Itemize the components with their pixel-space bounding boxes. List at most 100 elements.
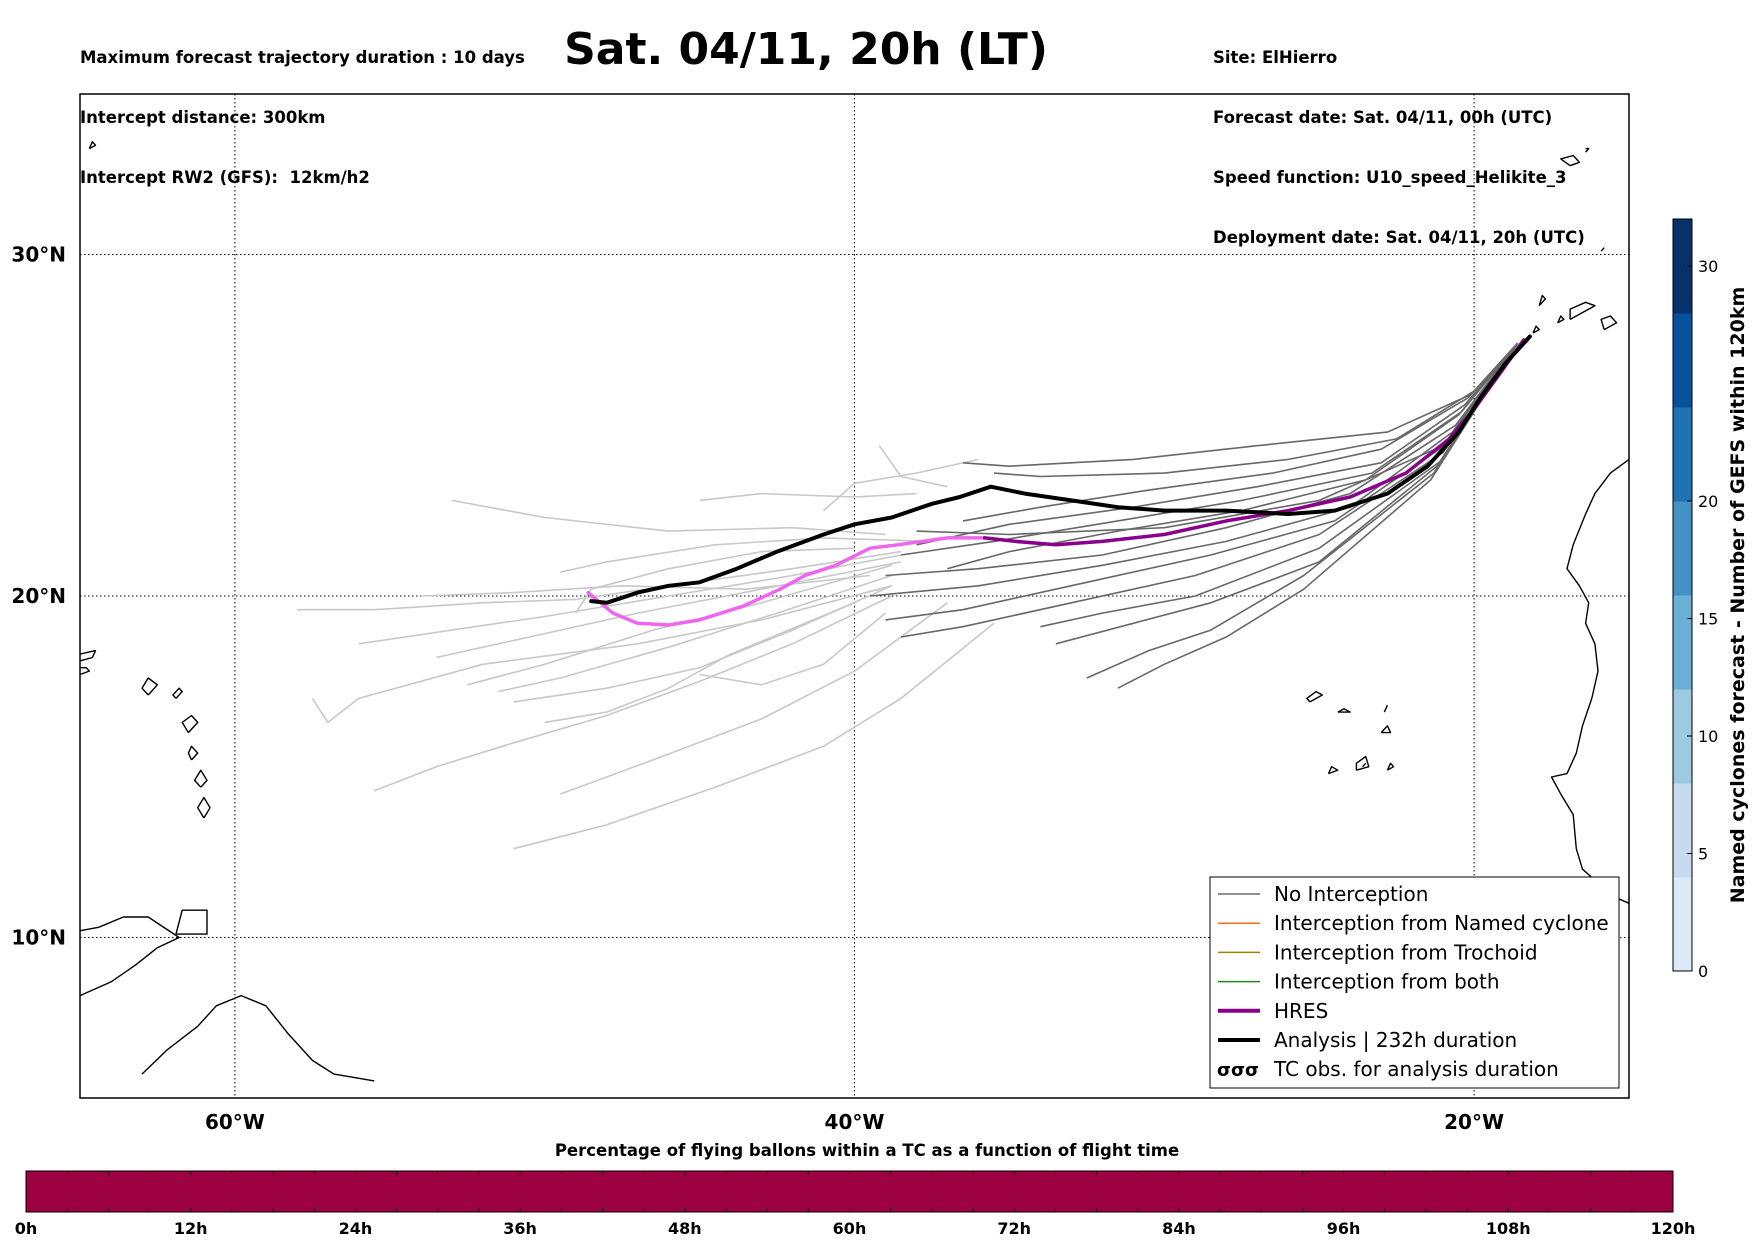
coastline	[1306, 690, 1324, 703]
ensemble-track-light	[311, 585, 892, 724]
header-right-line: Forecast date: Sat. 04/11, 00h (UTC)	[1213, 108, 1553, 127]
legend-label: Analysis | 232h duration	[1274, 1028, 1517, 1052]
ensemble-track-light	[559, 602, 948, 795]
coastline	[1362, 762, 1367, 768]
coastline	[1327, 766, 1339, 775]
colorbar-segment	[1673, 783, 1692, 878]
colorbar-frame	[1672, 218, 1693, 972]
progress-bar-label: 12h	[174, 1219, 208, 1238]
coastline	[1600, 315, 1618, 331]
lat-tick-label: 20°N	[11, 584, 66, 608]
progress-bar-label: 24h	[339, 1219, 373, 1238]
header-info-left: Maximum forecast trajectory duration : 1…	[80, 8, 525, 208]
colorbar-tick-label: 10	[1698, 727, 1718, 746]
coastline	[1337, 708, 1351, 713]
progress-bar-label: 120h	[1651, 1219, 1696, 1238]
analysis-track	[589, 334, 1532, 605]
ensemble-track-light	[822, 458, 979, 512]
coastline	[1386, 762, 1395, 771]
ensemble-track-no-interception	[916, 342, 1519, 536]
legend-label: Interception from both	[1274, 970, 1500, 994]
coastline	[88, 141, 97, 150]
main-tracks	[586, 334, 1532, 627]
header-info-right: Site: ElHierro Forecast date: Sat. 04/11…	[1213, 8, 1585, 268]
coastline	[1383, 705, 1389, 713]
legend: No Interception Interception from Named c…	[1209, 876, 1620, 1089]
ensemble-track-light	[451, 499, 886, 536]
header-left-line: Intercept distance: 300km	[80, 108, 326, 127]
ensemble-track-light	[575, 547, 855, 614]
progress-bar-label: 72h	[997, 1219, 1031, 1238]
ensemble-track-no-interception	[962, 342, 1519, 522]
coastline	[141, 994, 375, 1082]
coastline	[80, 649, 97, 662]
progress-bar-label: 84h	[1162, 1219, 1196, 1238]
coastline	[80, 667, 91, 676]
ensemble-track-light	[498, 574, 892, 693]
header-left-line: Maximum forecast trajectory duration : 1…	[80, 48, 525, 67]
coastlines	[80, 141, 1629, 1082]
ensemble-track-light	[544, 602, 855, 724]
colorbar-segment	[1673, 689, 1692, 784]
legend-label: Interception from Named cyclone	[1274, 911, 1609, 935]
header-right-line: Deployment date: Sat. 04/11, 20h (UTC)	[1213, 228, 1585, 247]
coastline	[80, 916, 180, 997]
coastline	[1538, 294, 1547, 307]
ensemble-track-light	[699, 612, 887, 686]
lat-tick-label: 10°N	[11, 925, 66, 949]
coastline	[1585, 147, 1590, 153]
ensemble-track-light	[374, 595, 893, 792]
axis-tick-labels: 60°W 40°W 20°W 30°N 20°N 10°N	[11, 243, 1504, 1134]
coastline	[172, 687, 183, 699]
progress-bar-label: 108h	[1486, 1219, 1531, 1238]
progress-bar-label: 96h	[1327, 1219, 1361, 1238]
legend-label: HRES	[1274, 999, 1328, 1023]
coastline	[1557, 315, 1565, 324]
ensemble-track-no-interception	[1055, 342, 1519, 645]
colorbar-segment	[1673, 877, 1692, 972]
progress-bar-label: 60h	[833, 1219, 867, 1238]
colorbar-segment	[1673, 313, 1692, 408]
header-left-line: Intercept RW2 (GFS): 12km/h2	[80, 168, 370, 187]
map-plot-area	[80, 94, 1629, 1098]
lat-tick-label: 30°N	[11, 243, 66, 267]
progress-bar-label: 36h	[503, 1219, 537, 1238]
ensemble-track-no-interception	[1117, 342, 1519, 689]
ensemble-track-no-interception	[916, 342, 1519, 546]
colorbar-label: Named cyclones forecast - Number of GEFS…	[1727, 287, 1749, 904]
progress-bar-frame	[25, 1170, 1674, 1213]
coastline	[175, 909, 208, 935]
colorbar: 0 5 10 15 20 30 Named cyclones forecast - Num…	[1672, 218, 1749, 981]
colorbar-tick-label: 5	[1698, 845, 1708, 864]
lon-tick-label: 40°W	[825, 1110, 885, 1134]
coastline	[141, 677, 159, 696]
lon-tick-label: 20°W	[1444, 1110, 1504, 1134]
progress-bar-label: 0h	[15, 1219, 38, 1238]
coastline	[1532, 325, 1540, 334]
ensemble-tracks-light	[296, 445, 995, 850]
coastline	[1550, 458, 1629, 904]
header-right-line: Speed function: U10_speed_Helikite_3	[1213, 168, 1567, 187]
ensemble-track-no-interception	[885, 342, 1519, 577]
ensemble-track-no-interception	[1040, 342, 1519, 628]
map-title: Sat. 04/11, 20h (LT)	[564, 24, 1048, 75]
map-frame	[79, 93, 1630, 1099]
colorbar-tick-label: 20	[1698, 492, 1718, 511]
ensemble-track-light	[699, 492, 917, 502]
colorbar-segment	[1673, 219, 1692, 314]
ensemble-track-light	[513, 585, 893, 703]
ensemble-track-no-interception	[1086, 342, 1519, 679]
colorbar-tick-label: 15	[1698, 610, 1718, 629]
progress-bar-label: 48h	[668, 1219, 702, 1238]
colorbar-segment	[1673, 501, 1692, 596]
legend-symbol-tc-obs: σσσ	[1217, 1060, 1259, 1081]
progress-bar-title: Percentage of flying ballons within a TC…	[555, 1141, 1179, 1160]
coastline	[1600, 247, 1605, 252]
colorbar-segment	[1673, 407, 1692, 502]
legend-label: Interception from Trochoid	[1274, 940, 1538, 964]
colorbar-tick-label: 0	[1698, 962, 1708, 981]
ensemble-track-light	[296, 550, 902, 611]
coastline	[1380, 725, 1392, 734]
coastline	[181, 714, 199, 734]
